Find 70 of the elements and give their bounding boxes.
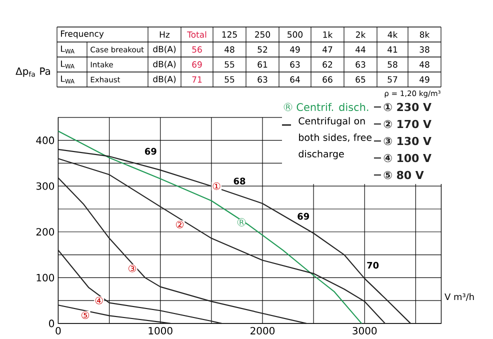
text: 63 (290, 61, 300, 68)
legend-label: ② 170 V (384, 120, 432, 128)
text: 65 (356, 76, 366, 83)
text: 55 (224, 61, 234, 68)
text: 41 (388, 46, 398, 53)
line-series (58, 304, 172, 324)
text: dB(A) (153, 76, 176, 84)
annotation: ① (212, 182, 220, 190)
text: 8k (420, 31, 430, 38)
x-tick-label: 1000 (148, 326, 172, 334)
text: 64 (290, 76, 300, 83)
text: 58 (388, 61, 398, 68)
text: 125 (222, 31, 237, 38)
text: L$_{WA}$ (61, 46, 74, 54)
text: 63 (258, 76, 268, 83)
annotation: ⑤ (82, 311, 90, 319)
text: 66 (322, 76, 332, 83)
text: 69 (192, 61, 202, 68)
text: 57 (388, 76, 398, 83)
legend-label: ① 230 V (384, 102, 432, 112)
text: 47 (322, 46, 332, 53)
text: 71 (192, 76, 202, 83)
x-tick-label: 2000 (250, 326, 275, 334)
x-tick-label: 3000 (352, 326, 377, 334)
text: 4k (388, 31, 398, 38)
text: 250 (255, 31, 270, 38)
annotation: ③ (128, 264, 136, 272)
text: 49 (420, 76, 430, 83)
y-tick-label: 100 (36, 274, 54, 282)
annotation: 69 (298, 212, 310, 220)
text: 63 (356, 61, 366, 68)
text: dB(A) (153, 60, 176, 68)
legend-label: Centrif. disch. (296, 102, 368, 112)
text: 1k (323, 31, 333, 38)
y-tick-label: 0 (49, 320, 54, 328)
x-axis-title: V m³/h (444, 293, 474, 301)
x-tick-label: 0 (56, 326, 61, 334)
text: 52 (258, 46, 268, 53)
y-tick-label: 200 (36, 228, 54, 236)
text: 49 (290, 46, 300, 53)
text: 48 (224, 46, 234, 53)
legend-label: ⑤ 80 V (384, 170, 424, 180)
text: 61 (258, 61, 268, 68)
text: dB(A) (153, 46, 176, 54)
annotation: ④ (95, 296, 103, 304)
text: 2k (356, 31, 366, 38)
y-tick-label: 300 (36, 182, 54, 190)
text: Frequency (61, 30, 104, 38)
annotation: 69 (144, 148, 156, 155)
annotation: 68 (234, 178, 246, 184)
annotation: Centrifugal on both sides, free discharge (298, 117, 372, 160)
legend-label: ④ 100 V (384, 154, 432, 162)
y-axis-title: Δp$_{fa}$ Pa (16, 68, 50, 77)
text: L$_{WA}$ (61, 60, 74, 68)
text: L$_{WA}$ (61, 76, 74, 84)
text: Hz (160, 31, 170, 38)
y-tick-label: 400 (36, 136, 54, 144)
line-series (58, 250, 222, 324)
line-series (58, 177, 307, 324)
text: 38 (420, 46, 430, 53)
text: 56 (192, 46, 202, 53)
annotation: ② (176, 220, 184, 228)
text: 62 (322, 61, 332, 68)
text: 48 (420, 61, 430, 68)
text: Total (187, 31, 206, 38)
text: 44 (356, 46, 366, 53)
text: 55 (224, 76, 234, 83)
text: 500 (288, 31, 303, 38)
legend-label: ③ 130 V (384, 136, 432, 146)
annotation: 70 (367, 262, 379, 269)
